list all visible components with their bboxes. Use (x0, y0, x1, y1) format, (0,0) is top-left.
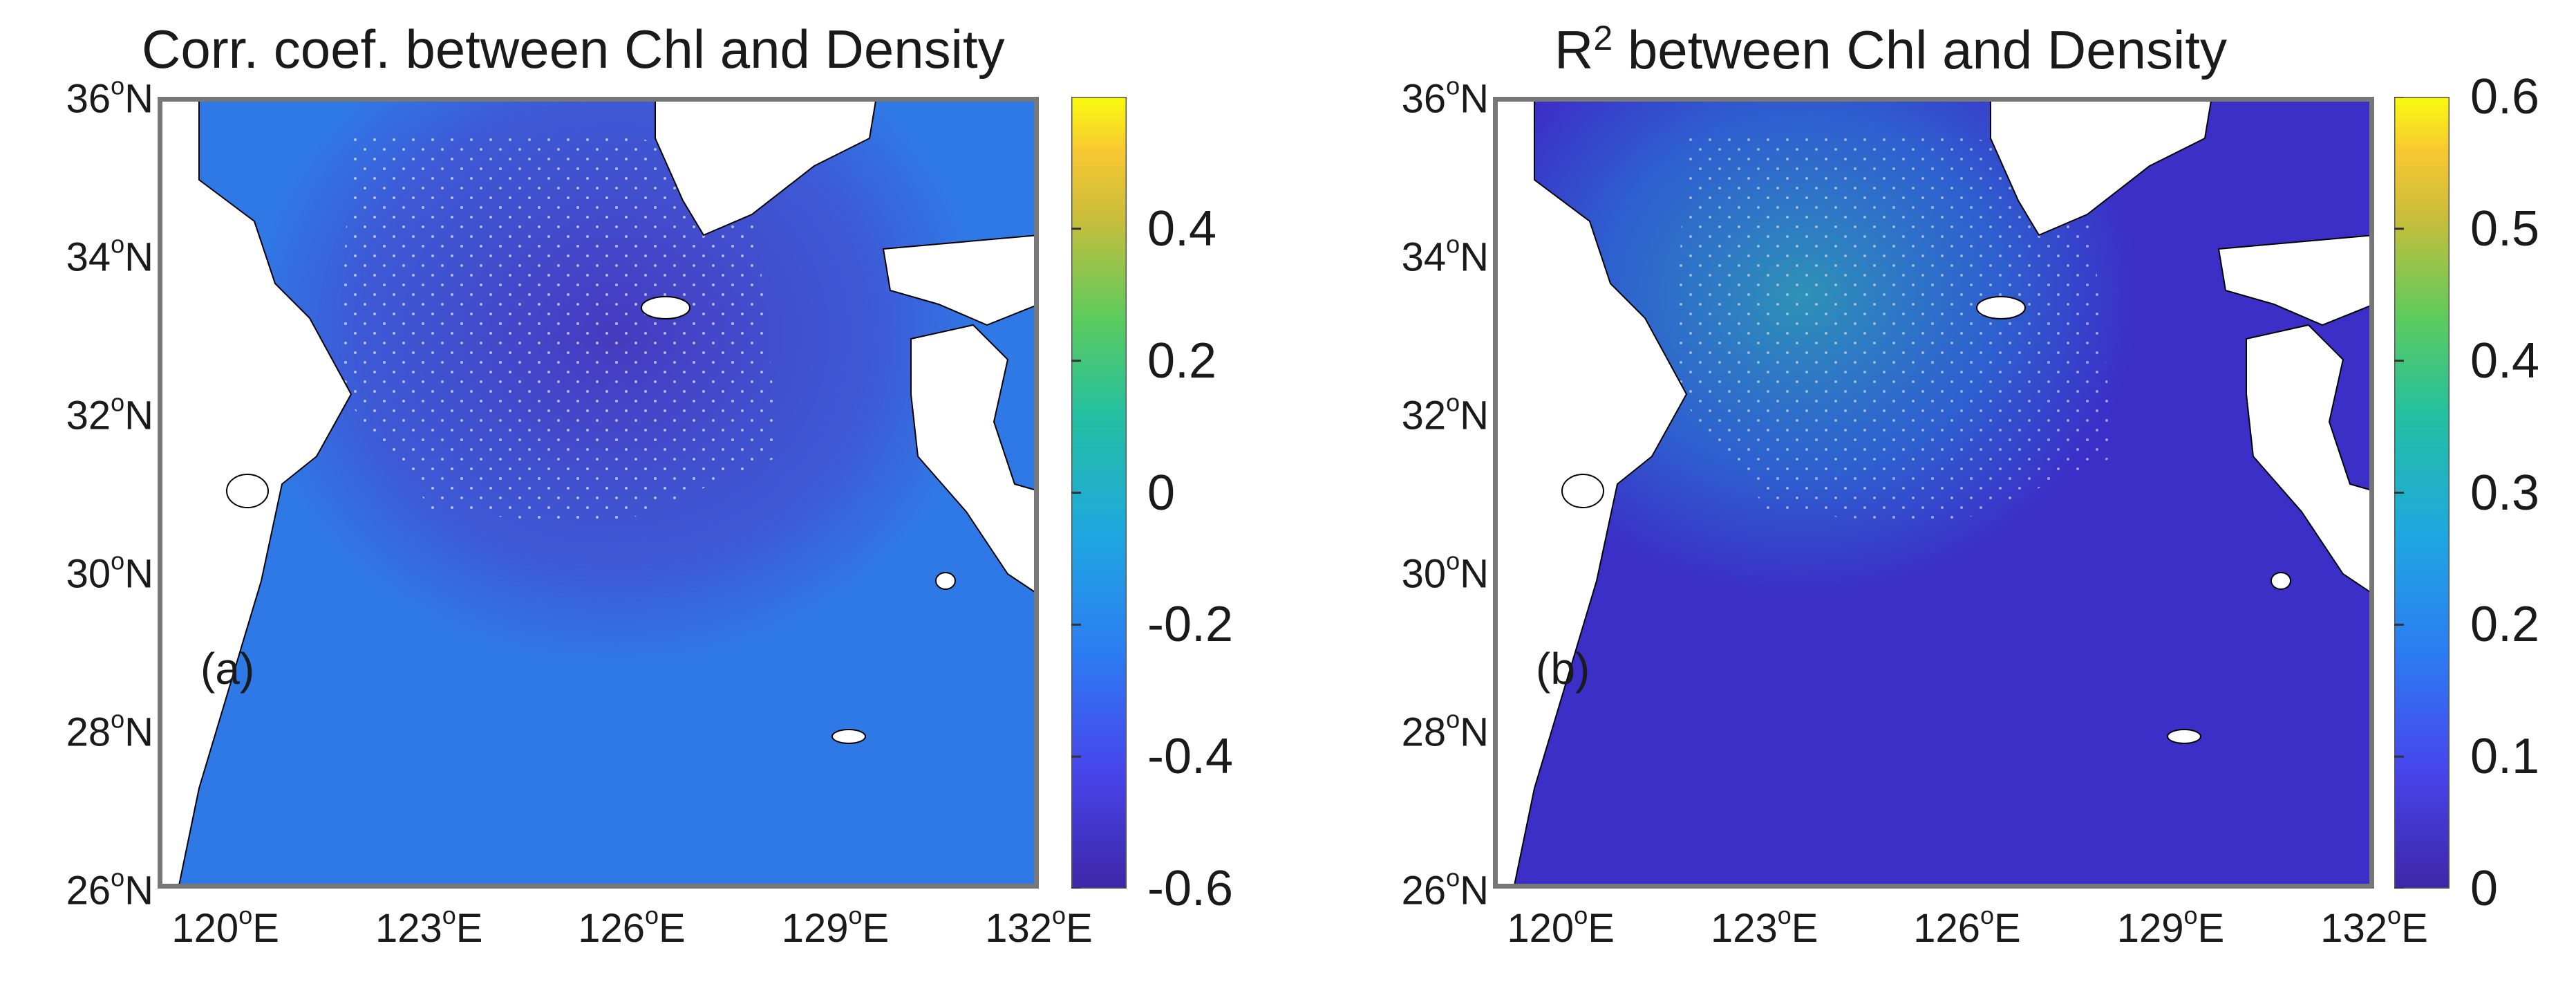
jeju-b (1976, 296, 2026, 319)
colorbar-b-tick-0: 0.6 (2470, 69, 2540, 124)
lon-label-129-b: 129oE (2116, 901, 2225, 951)
lon-label-126: 126oE (578, 901, 686, 951)
lat-label-30-b: 30oN (1401, 546, 1489, 597)
colorbar-b-tick-6: 0 (2470, 861, 2499, 916)
panel-b: R2 between Chl and Density (1288, 0, 2576, 993)
colorbar-b-tick-4: 0.2 (2470, 597, 2540, 653)
panel-a: Corr. coef. between Chl and Density (66, 19, 1234, 952)
lon-label-132: 132oE (985, 901, 1093, 951)
korea-b (1990, 97, 2213, 236)
lat-label-28: 28oN (66, 705, 153, 755)
map-a: 36oN 34oN 32oN 30oN 28oN 26oN 120oE 123o… (66, 72, 1093, 952)
colorbar-b-tick-1: 0.5 (2470, 201, 2540, 257)
lat-label-32-b: 32oN (1401, 388, 1489, 438)
map-b-canvas (1493, 97, 2374, 889)
lon-label-132-b: 132oE (2320, 901, 2428, 951)
panel-a-tag: (a) (200, 644, 255, 694)
colorbar-a-gradient (1070, 95, 1128, 890)
colorbar-a-tick-2: 0 (1147, 465, 1176, 521)
lat-label-36-b: 36oN (1401, 71, 1489, 122)
korea-a (655, 97, 878, 236)
jeju-a (641, 296, 690, 319)
colorbar-a: 0.4 0.2 0 -0.2 -0.4 -0.6 (1070, 95, 1233, 916)
lat-label-30: 30oN (66, 546, 153, 597)
colorbar-a-tick-1: 0.2 (1147, 333, 1217, 389)
kyushu-b (2246, 324, 2374, 596)
lon-label-123: 123oE (375, 901, 483, 951)
colorbar-b-tick-3: 0.3 (2470, 465, 2540, 521)
colorbar-b-tick-2: 0.4 (2470, 333, 2540, 389)
lon-label-123-b: 123oE (1710, 901, 1818, 951)
panel-b-title: R2 between Chl and Density (1554, 19, 2228, 80)
lon-label-120: 120oE (171, 901, 279, 951)
lat-label-28-b: 28oN (1401, 705, 1489, 755)
kyushu-a (910, 324, 1039, 596)
japan-north-b (2217, 234, 2374, 326)
lat-label-26: 26oN (66, 863, 153, 913)
lat-label-34-b: 34oN (1401, 230, 1489, 280)
japan-north-a (882, 234, 1039, 326)
colorbar-b-tick-5: 0.1 (2470, 729, 2540, 785)
panel-a-title: Corr. coef. between Chl and Density (142, 19, 1005, 80)
lat-label-36: 36oN (66, 71, 153, 122)
lat-label-32: 32oN (66, 388, 153, 438)
colorbar-b: 0.6 0.5 0.4 0.3 0.2 0.1 0 (2393, 69, 2539, 916)
lon-label-129: 129oE (781, 901, 890, 951)
colorbar-a-tick-5: -0.6 (1147, 861, 1234, 916)
lon-label-120-b: 120oE (1507, 901, 1615, 951)
colorbar-a-tick-0: 0.4 (1147, 201, 1217, 257)
colorbar-a-tick-3: -0.2 (1147, 597, 1234, 653)
colorbar-a-tick-4: -0.4 (1147, 729, 1234, 785)
panel-b-tag: (b) (1536, 644, 1590, 694)
lat-label-34: 34oN (66, 230, 153, 280)
lat-label-26-b: 26oN (1401, 863, 1489, 913)
map-b: 36oN 34oN 32oN 30oN 28oN 26oN 120oE 123o… (1402, 72, 2428, 952)
lon-label-126-b: 126oE (1913, 901, 2021, 951)
map-a-canvas (158, 97, 1039, 889)
colorbar-b-gradient (2393, 95, 2451, 890)
